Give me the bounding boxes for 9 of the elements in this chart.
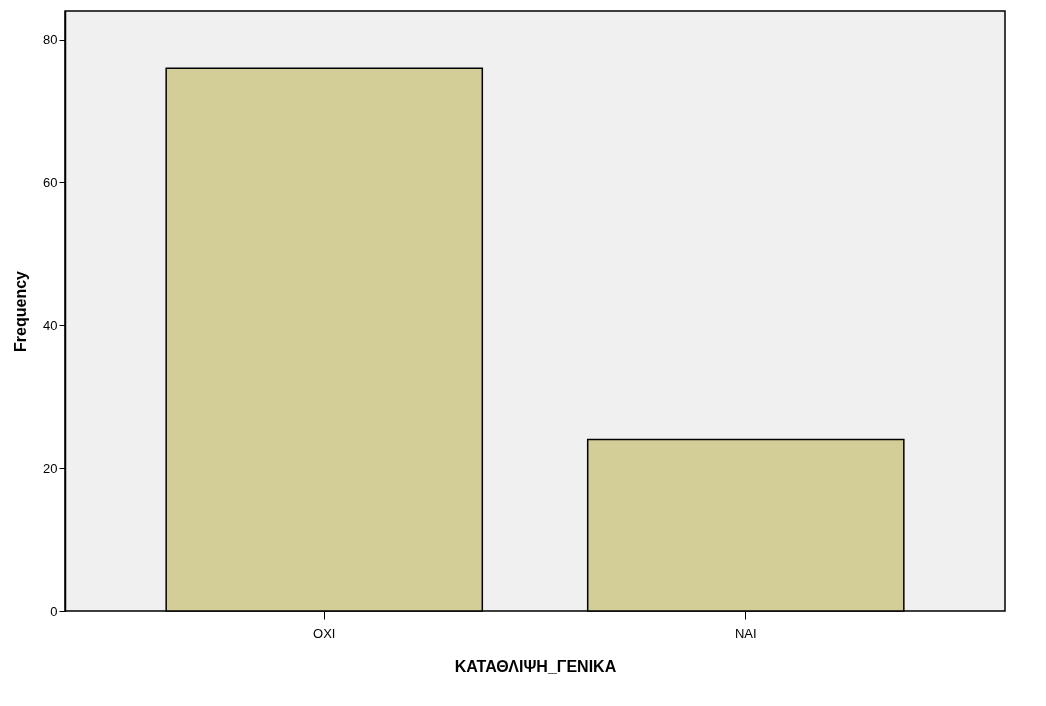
y-tick-label: 80 [43, 32, 58, 48]
y-tick-label: 0 [50, 603, 58, 619]
x-tick-label: ΟΧΙ [313, 625, 336, 641]
y-tick-label: 20 [43, 460, 58, 476]
x-tick-label: ΝΑΙ [734, 625, 757, 641]
y-axis-title: Frequency [12, 270, 30, 352]
y-tick-label: 60 [43, 174, 58, 190]
x-axis-title: ΚΑΤΑΘΛΙΨΗ_ΓΕΝΙΚΑ [454, 657, 617, 675]
y-tick-label: 40 [43, 317, 58, 333]
